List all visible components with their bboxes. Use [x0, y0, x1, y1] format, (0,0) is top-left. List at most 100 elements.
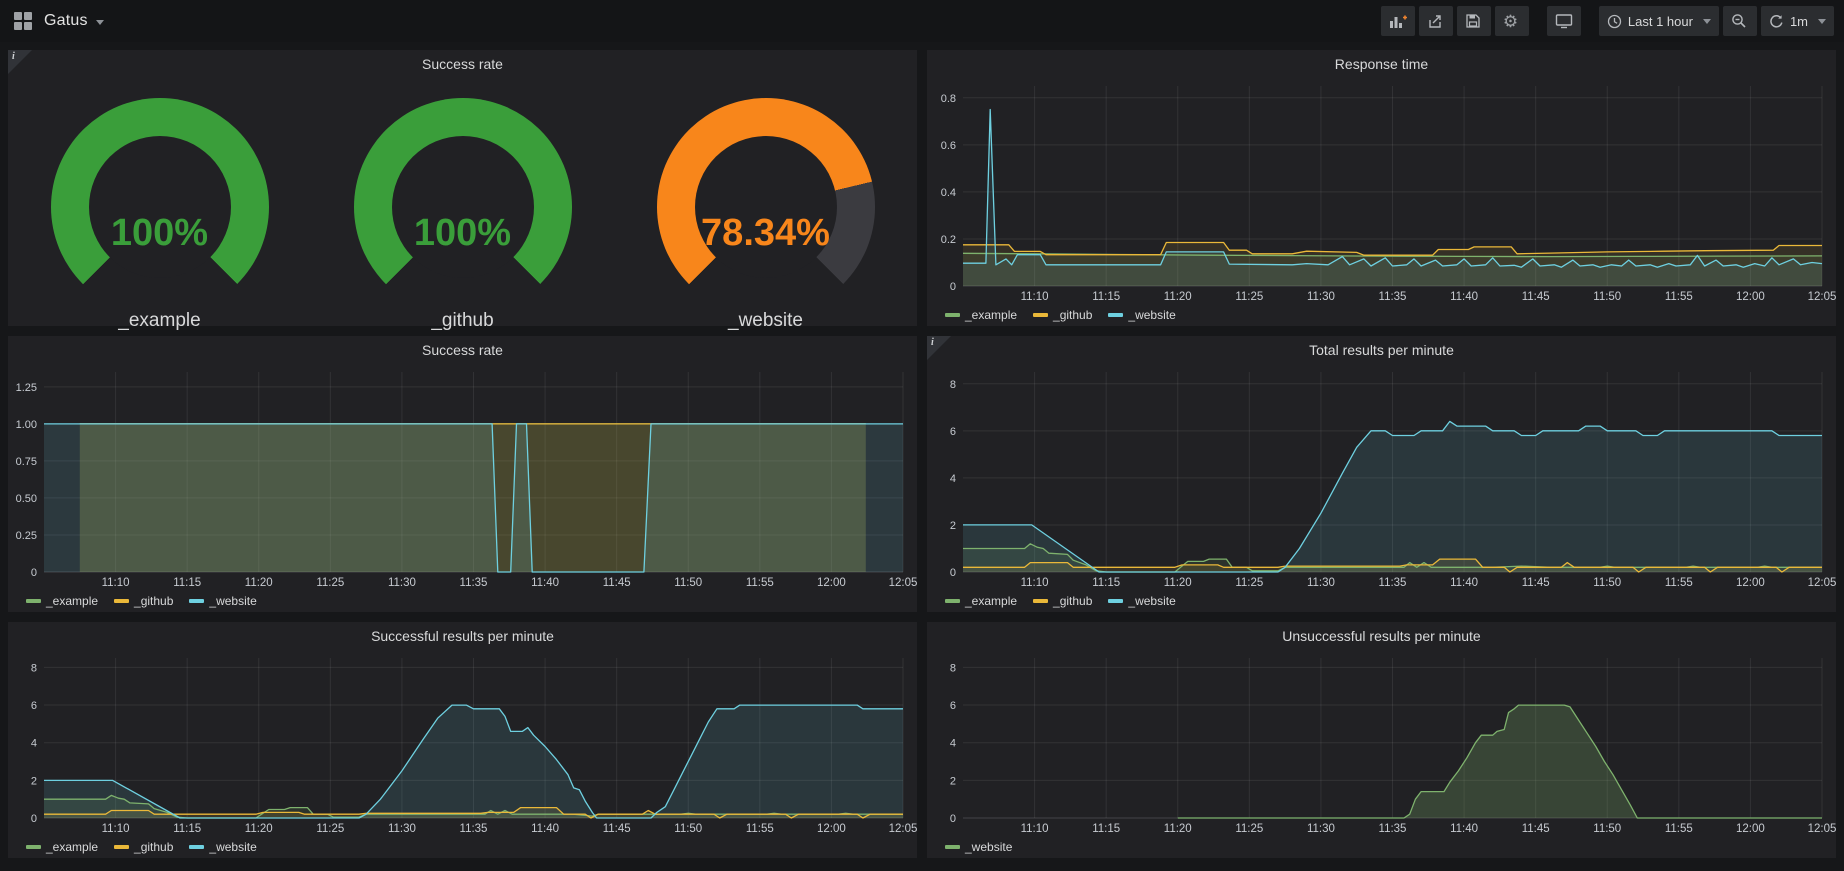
- add-panel-button[interactable]: [1381, 6, 1415, 36]
- panel-info-icon[interactable]: i: [8, 50, 32, 74]
- svg-text:4: 4: [31, 738, 37, 750]
- dashboard-title-button[interactable]: Gatus: [44, 12, 104, 30]
- legend-series-label: _website: [209, 840, 256, 854]
- svg-text:0.4: 0.4: [941, 187, 956, 199]
- chart-canvas[interactable]: 11:1011:1511:2011:2511:3011:3511:4011:45…: [8, 364, 917, 590]
- clock-icon: [1607, 14, 1622, 29]
- save-icon: [1465, 13, 1481, 29]
- tv-mode-button[interactable]: [1547, 6, 1581, 36]
- svg-text:11:15: 11:15: [1092, 823, 1120, 835]
- svg-text:11:30: 11:30: [1307, 291, 1335, 303]
- svg-text:6: 6: [950, 426, 956, 438]
- svg-text:0.8: 0.8: [941, 93, 956, 105]
- svg-text:2: 2: [950, 775, 956, 787]
- legend-item[interactable]: _example: [26, 840, 98, 854]
- gauge-label: _github: [354, 310, 572, 332]
- gauge-row: 100% _example 100% _github 78.34% _websi…: [8, 78, 917, 326]
- panel-title[interactable]: Success rate: [8, 50, 917, 78]
- gauge-label: _website: [657, 310, 875, 332]
- svg-text:11:50: 11:50: [674, 577, 702, 589]
- legend-item[interactable]: _website: [189, 840, 256, 854]
- svg-text:11:10: 11:10: [102, 577, 130, 589]
- legend-item[interactable]: _website: [1108, 308, 1175, 322]
- svg-text:6: 6: [950, 700, 956, 712]
- legend-series-color: [189, 599, 204, 603]
- time-range-picker[interactable]: Last 1 hour: [1599, 6, 1719, 36]
- legend-series-label: _website: [209, 594, 256, 608]
- panel-title[interactable]: Successful results per minute: [8, 622, 917, 650]
- svg-text:11:35: 11:35: [1379, 823, 1407, 835]
- legend-item[interactable]: _example: [26, 594, 98, 608]
- legend-item[interactable]: _example: [945, 308, 1017, 322]
- svg-text:11:25: 11:25: [1235, 291, 1263, 303]
- svg-text:11:30: 11:30: [1307, 577, 1335, 589]
- chart-canvas[interactable]: 11:1011:1511:2011:2511:3011:3511:4011:45…: [927, 78, 1836, 304]
- dashboard-settings-button[interactable]: ⚙: [1495, 6, 1529, 36]
- chart-canvas[interactable]: 11:1011:1511:2011:2511:3011:3511:4011:45…: [927, 364, 1836, 590]
- svg-text:0.2: 0.2: [941, 234, 956, 246]
- legend-series-label: _website: [965, 840, 1012, 854]
- legend-series-label: _example: [46, 840, 98, 854]
- legend-item[interactable]: _github: [1033, 594, 1092, 608]
- legend-series-color: [114, 599, 129, 603]
- legend-item[interactable]: _github: [114, 840, 173, 854]
- zoom-out-button[interactable]: [1723, 6, 1757, 36]
- panel-title[interactable]: Unsuccessful results per minute: [927, 622, 1836, 650]
- svg-text:11:35: 11:35: [1379, 577, 1407, 589]
- svg-text:11:20: 11:20: [1164, 823, 1192, 835]
- panel-title[interactable]: Total results per minute: [927, 336, 1836, 364]
- svg-text:11:50: 11:50: [1593, 291, 1621, 303]
- legend-item[interactable]: _website: [1108, 594, 1175, 608]
- svg-text:4: 4: [950, 738, 956, 750]
- legend: _example _github _website: [8, 836, 917, 858]
- legend-item[interactable]: _website: [189, 594, 256, 608]
- legend-item[interactable]: _example: [945, 594, 1017, 608]
- legend-series-label: _github: [134, 840, 173, 854]
- legend-item[interactable]: _github: [114, 594, 173, 608]
- svg-text:11:35: 11:35: [460, 823, 488, 835]
- legend-series-color: [945, 313, 960, 317]
- legend-series-color: [1108, 599, 1123, 603]
- svg-text:0: 0: [31, 567, 37, 579]
- legend-series-color: [26, 845, 41, 849]
- legend-series-label: _example: [46, 594, 98, 608]
- legend-series-color: [945, 845, 960, 849]
- chart-canvas[interactable]: 11:1011:1511:2011:2511:3011:3511:4011:45…: [8, 650, 917, 836]
- legend-series-label: _github: [1053, 308, 1092, 322]
- svg-text:11:20: 11:20: [1164, 577, 1192, 589]
- dashboards-menu-icon[interactable]: [14, 12, 32, 30]
- gear-icon: ⚙: [1503, 13, 1518, 30]
- svg-text:11:45: 11:45: [1522, 577, 1550, 589]
- share-dashboard-button[interactable]: [1419, 6, 1453, 36]
- svg-text:11:15: 11:15: [173, 577, 201, 589]
- svg-text:11:10: 11:10: [1021, 291, 1049, 303]
- chart-canvas[interactable]: 11:1011:1511:2011:2511:3011:3511:4011:45…: [927, 650, 1836, 836]
- legend: _website: [927, 836, 1836, 858]
- svg-text:11:15: 11:15: [173, 823, 201, 835]
- svg-text:1.00: 1.00: [16, 419, 37, 431]
- svg-text:11:45: 11:45: [1522, 823, 1550, 835]
- svg-text:0.6: 0.6: [941, 140, 956, 152]
- legend-item[interactable]: _website: [945, 840, 1012, 854]
- legend-series-color: [1108, 313, 1123, 317]
- svg-text:11:20: 11:20: [245, 577, 273, 589]
- svg-text:8: 8: [950, 379, 956, 391]
- svg-text:11:25: 11:25: [1235, 577, 1263, 589]
- panel-title[interactable]: Response time: [927, 50, 1836, 78]
- svg-text:12:05: 12:05: [889, 577, 917, 589]
- legend-item[interactable]: _github: [1033, 308, 1092, 322]
- panel-info-icon[interactable]: i: [927, 336, 951, 360]
- svg-text:11:10: 11:10: [1021, 577, 1049, 589]
- legend-series-color: [945, 599, 960, 603]
- svg-text:11:40: 11:40: [1450, 291, 1478, 303]
- svg-text:12:00: 12:00: [817, 577, 846, 589]
- chevron-down-icon: [1818, 19, 1826, 24]
- svg-text:11:55: 11:55: [1665, 823, 1693, 835]
- legend: _example _github _website: [927, 304, 1836, 326]
- svg-text:12:00: 12:00: [1736, 291, 1765, 303]
- legend-series-label: _example: [965, 594, 1017, 608]
- gauge-website: 78.34% _website: [614, 98, 917, 326]
- refresh-button[interactable]: 1m: [1761, 6, 1834, 36]
- zoom-out-icon: [1731, 13, 1747, 29]
- save-dashboard-button[interactable]: [1457, 6, 1491, 36]
